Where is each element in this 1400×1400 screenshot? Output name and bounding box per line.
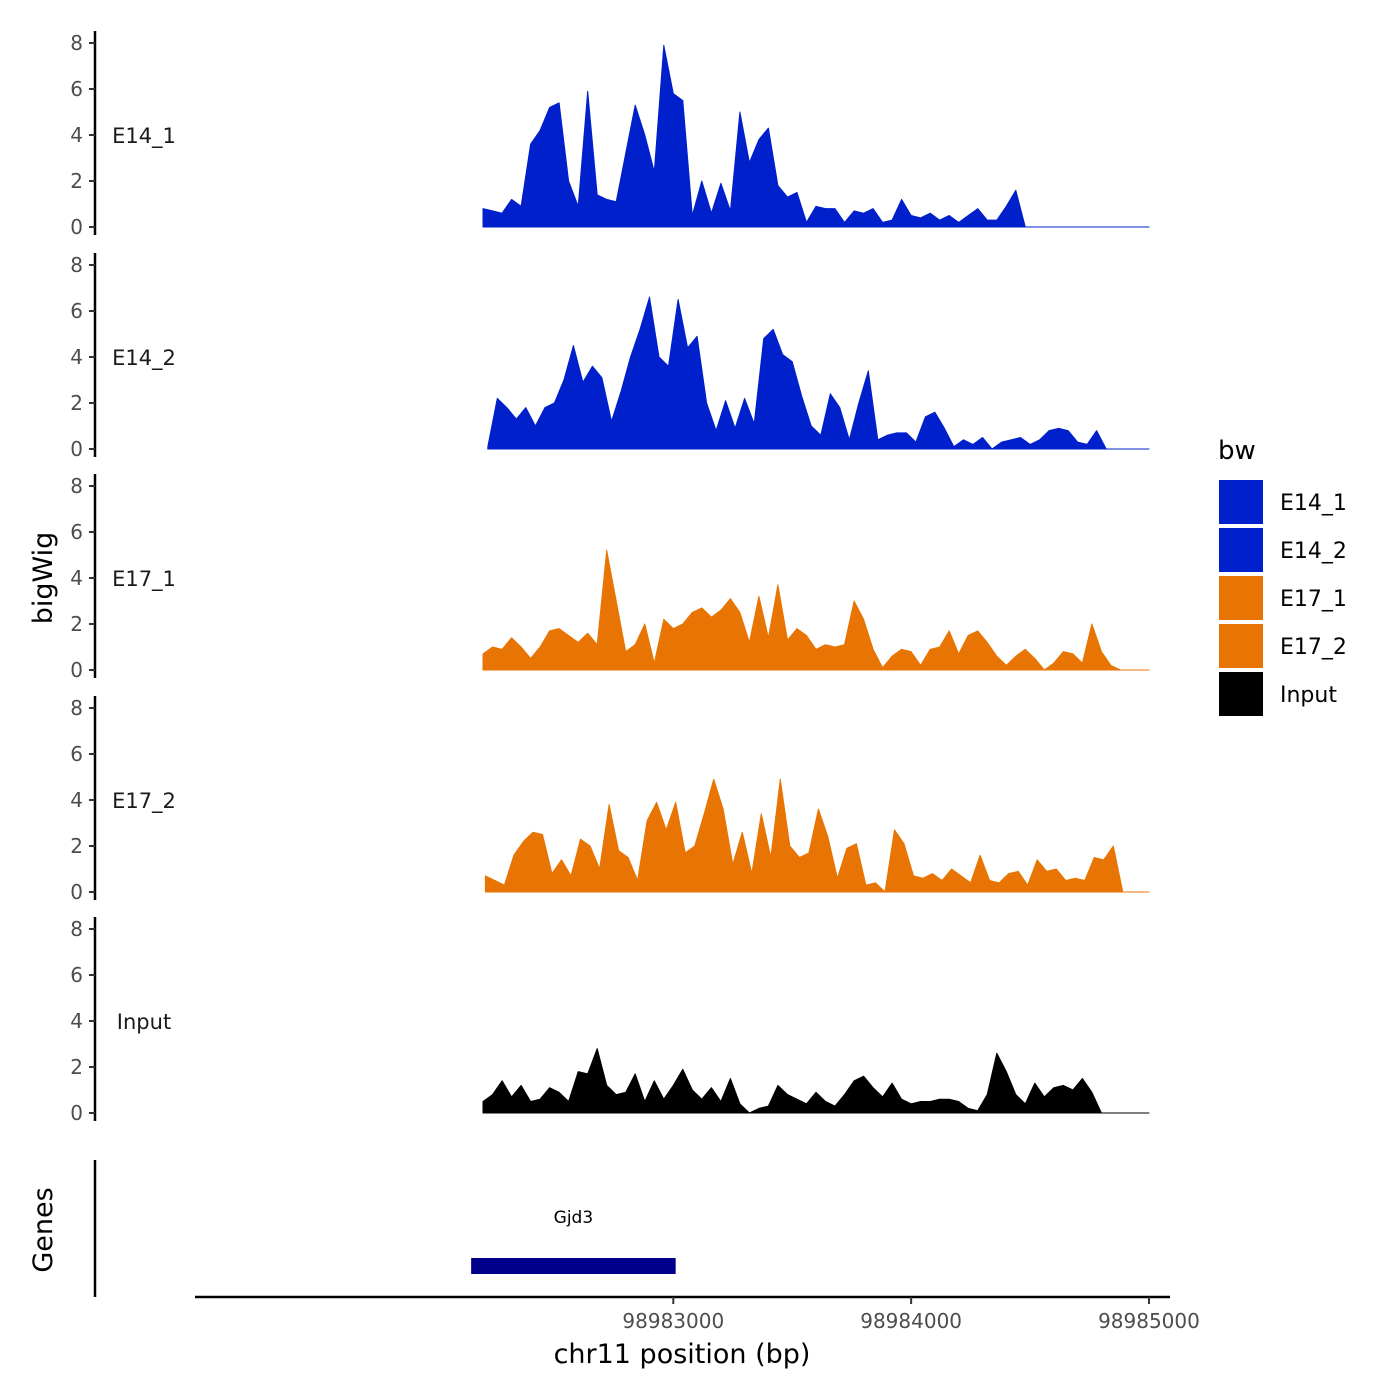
y-tick-label: 0 bbox=[70, 437, 83, 461]
coverage-area-e14-1 bbox=[482, 44, 1150, 228]
legend-swatch bbox=[1219, 576, 1263, 620]
y-tick-label: 8 bbox=[70, 917, 83, 941]
y-tick-label: 6 bbox=[70, 77, 83, 101]
y-tick-label: 8 bbox=[70, 31, 83, 55]
track-label: E14_2 bbox=[112, 346, 176, 371]
y-tick-label: 4 bbox=[70, 788, 83, 812]
x-tick-label: 98983000 bbox=[622, 1309, 724, 1333]
y-tick-label: 4 bbox=[70, 1009, 83, 1033]
y-tick-label: 4 bbox=[70, 566, 83, 590]
y-tick-label: 0 bbox=[70, 215, 83, 239]
y-tick-label: 0 bbox=[70, 880, 83, 904]
y-axis-title: bigWig bbox=[28, 532, 59, 625]
track-e14-1: 0 2 4 6 8 E14_1 bbox=[70, 31, 1150, 239]
y-tick-label: 8 bbox=[70, 696, 83, 720]
y-tick-label: 0 bbox=[70, 1101, 83, 1125]
track-label: E14_1 bbox=[112, 124, 176, 149]
legend-swatch bbox=[1219, 624, 1263, 668]
gene-gjd3: Gjd3 bbox=[471, 1208, 676, 1274]
track-e17-1: 0 2 4 6 8 E17_1 bbox=[70, 474, 1150, 682]
legend-entry-e17-1: E17_1 bbox=[1219, 576, 1347, 620]
legend-swatch bbox=[1219, 528, 1263, 572]
coverage-area-e17-2 bbox=[484, 778, 1150, 893]
legend-label: Input bbox=[1280, 683, 1337, 708]
genes-axis-title: Genes bbox=[28, 1187, 59, 1272]
track-e17-2: 0 2 4 6 8 E17_2 bbox=[70, 696, 1150, 904]
legend-entry-input: Input bbox=[1219, 672, 1337, 716]
y-tick-label: 6 bbox=[70, 299, 83, 323]
legend-label: E17_1 bbox=[1280, 587, 1347, 612]
gene-label: Gjd3 bbox=[554, 1208, 594, 1228]
x-axis-title: chr11 position (bp) bbox=[554, 1339, 811, 1370]
y-tick-label: 6 bbox=[70, 520, 83, 544]
coverage-area-input bbox=[482, 1048, 1150, 1114]
y-tick-label: 0 bbox=[70, 658, 83, 682]
legend-title: bw bbox=[1218, 436, 1256, 466]
legend: bw E14_1 E14_2 E17_1 E17_2 Input bbox=[1218, 436, 1347, 716]
y-tick-label: 2 bbox=[70, 169, 83, 193]
x-axis: 98983000 98984000 98985000 bbox=[195, 1295, 1200, 1333]
legend-entry-e14-1: E14_1 bbox=[1219, 480, 1347, 524]
legend-entry-e14-2: E14_2 bbox=[1219, 528, 1347, 572]
legend-label: E14_2 bbox=[1280, 539, 1347, 564]
track-label: E17_2 bbox=[112, 789, 176, 814]
y-tick-label: 6 bbox=[70, 963, 83, 987]
track-e14-2: 0 2 4 6 8 E14_2 bbox=[70, 253, 1150, 461]
genes-layer: Gjd3 bbox=[93, 1160, 676, 1297]
track-input: 0 2 4 6 8 Input bbox=[70, 917, 1150, 1125]
y-tick-label: 4 bbox=[70, 123, 83, 147]
y-tick-label: 2 bbox=[70, 834, 83, 858]
legend-swatch bbox=[1219, 480, 1263, 524]
gene-body bbox=[471, 1258, 676, 1274]
x-tick-label: 98985000 bbox=[1098, 1309, 1200, 1333]
tracks-layer: 0 2 4 6 8 E14_1 0 2 4 6 8 E14_2 0 2 4 6 8 E17_1 0 2 4 6 8 E17_2… bbox=[70, 31, 1150, 1125]
y-tick-label: 2 bbox=[70, 612, 83, 636]
y-tick-label: 8 bbox=[70, 474, 83, 498]
x-tick-label: 98984000 bbox=[860, 1309, 962, 1333]
y-tick-label: 2 bbox=[70, 391, 83, 415]
y-tick-label: 4 bbox=[70, 345, 83, 369]
track-label: Input bbox=[117, 1010, 171, 1034]
coverage-area-e14-2 bbox=[487, 296, 1150, 450]
legend-label: E17_2 bbox=[1280, 635, 1347, 660]
y-tick-label: 2 bbox=[70, 1055, 83, 1079]
legend-entry-e17-2: E17_2 bbox=[1219, 624, 1347, 668]
y-tick-label: 6 bbox=[70, 742, 83, 766]
legend-swatch bbox=[1219, 672, 1263, 716]
legend-label: E14_1 bbox=[1280, 491, 1347, 516]
coverage-area-e17-1 bbox=[482, 549, 1150, 671]
y-tick-label: 8 bbox=[70, 253, 83, 277]
track-label: E17_1 bbox=[112, 567, 176, 592]
